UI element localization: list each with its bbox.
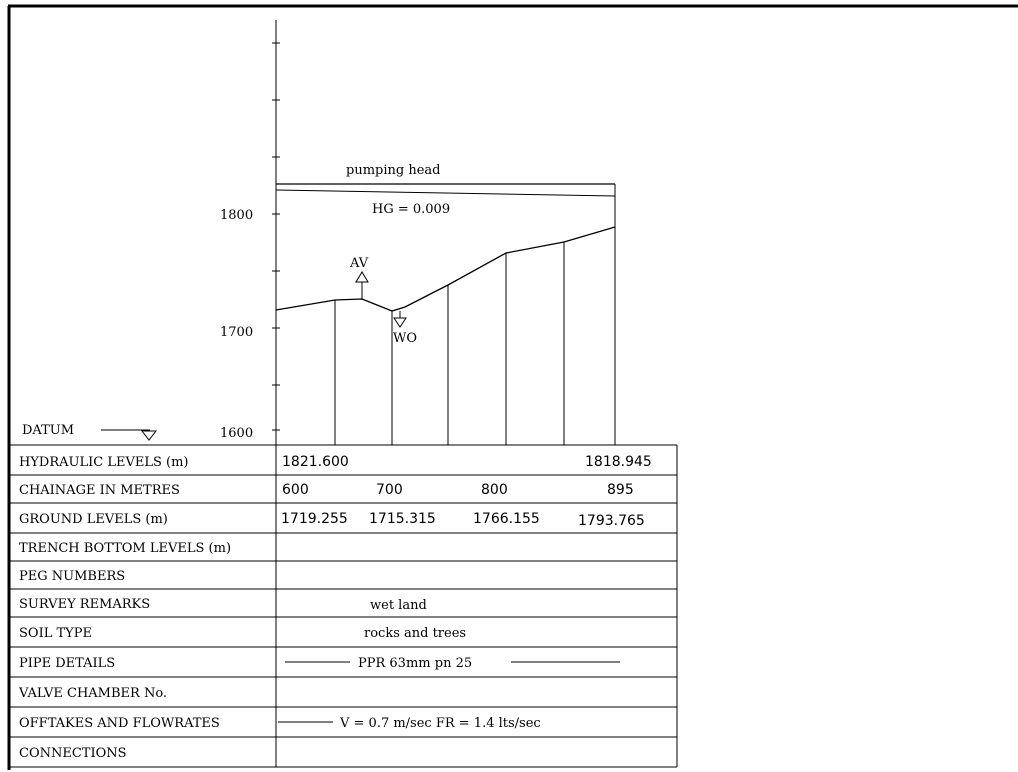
y-tick-1700: 1700: [220, 325, 253, 340]
offtakes-value: V = 0.7 m/sec FR = 1.4 lts/sec: [339, 716, 541, 731]
hydraulic-level-start: 1821.600: [282, 454, 349, 470]
y-axis-ticks: [272, 42, 280, 431]
chainage-verticals: [334, 242, 565, 445]
datum-label: DATUM: [22, 423, 74, 438]
row-label-offtakes: OFFTAKES AND FLOWRATES: [19, 716, 220, 731]
ground-level-895: 1793.765: [578, 513, 645, 529]
survey-remarks-value: wet land: [370, 598, 427, 613]
chainage-800: 800: [481, 482, 508, 498]
ground-level-800: 1766.155: [473, 511, 540, 527]
row-label-survey-remarks: SURVEY REMARKS: [19, 597, 150, 612]
table-grid: [9, 444, 678, 768]
air-valve-icon: [355, 271, 369, 299]
pipe-details-value: PPR 63mm pn 25: [358, 656, 472, 671]
soil-type-value: rocks and trees: [364, 626, 466, 641]
y-tick-1800: 1800: [220, 208, 253, 223]
washout-icon: [393, 311, 407, 328]
ground-level-700: 1715.315: [369, 511, 436, 527]
av-label: AV: [349, 256, 369, 271]
ground-profile-line: [275, 226, 616, 312]
pumping-head-label: pumping head: [346, 163, 440, 178]
hydraulic-level-end: 1818.945: [585, 454, 652, 470]
row-label-pipe-details: PIPE DETAILS: [19, 656, 115, 671]
wo-label: WO: [393, 331, 417, 346]
chainage-895: 895: [607, 482, 634, 498]
row-label-peg-numbers: PEG NUMBERS: [19, 569, 125, 584]
row-label-soil-type: SOIL TYPE: [19, 626, 92, 641]
hg-label: HG = 0.009: [372, 202, 450, 217]
row-label-ground-levels: GROUND LEVELS (m): [19, 512, 168, 527]
ground-level-600: 1719.255: [281, 511, 348, 527]
row-label-trench-bottom: TRENCH BOTTOM LEVELS (m): [19, 541, 231, 556]
hydraulic-grade-line: [275, 189, 616, 197]
chainage-700: 700: [376, 482, 403, 498]
row-label-connections: CONNECTIONS: [19, 746, 127, 761]
row-label-valve-chamber: VALVE CHAMBER No.: [18, 686, 167, 701]
y-tick-1600: 1600: [220, 426, 253, 441]
chainage-600: 600: [282, 482, 309, 498]
row-label-chainage: CHAINAGE IN METRES: [19, 483, 180, 498]
row-label-hydraulic-levels: HYDRAULIC LEVELS (m): [19, 455, 188, 470]
datum-icon: [140, 430, 158, 441]
